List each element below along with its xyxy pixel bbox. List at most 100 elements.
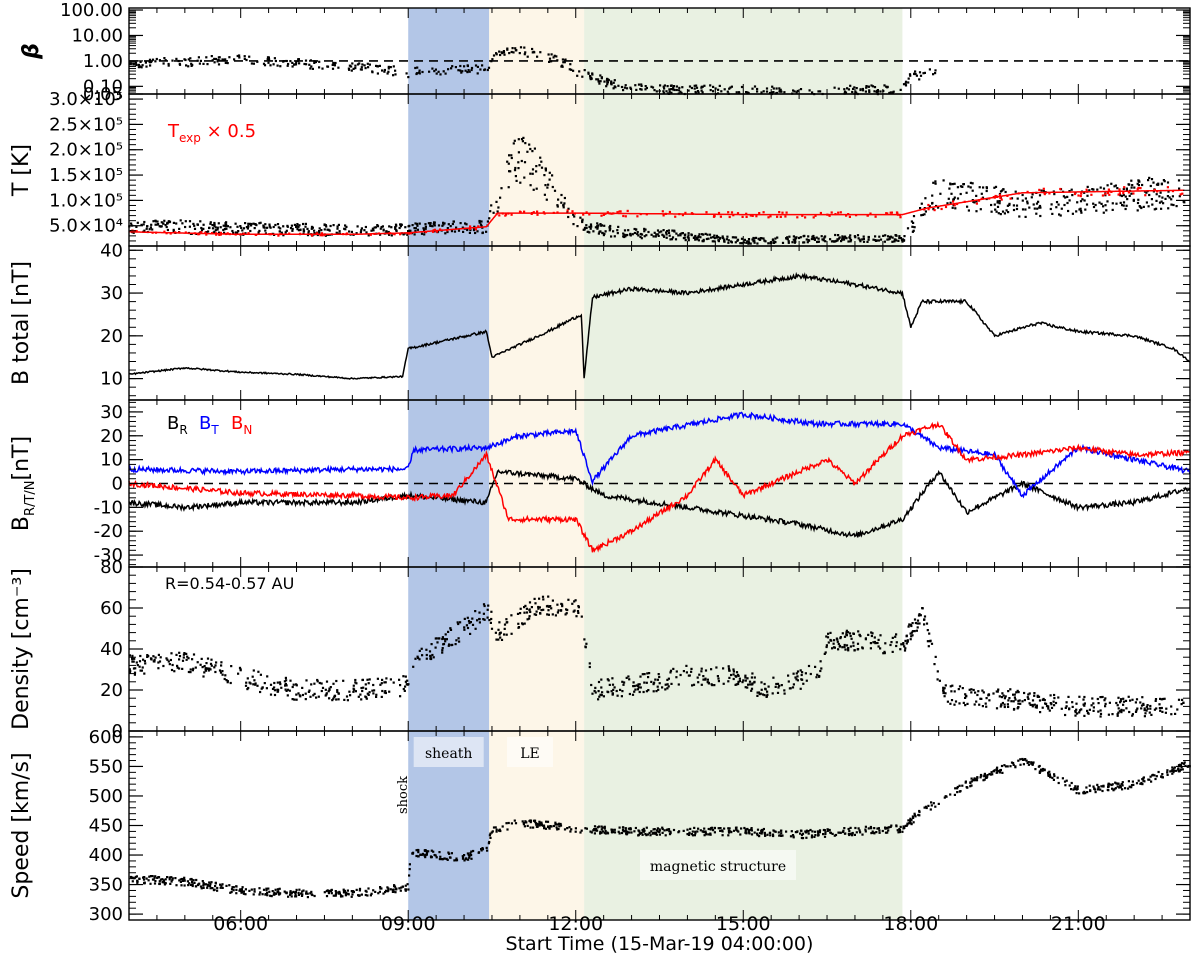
data-point xyxy=(646,833,649,836)
data-point xyxy=(762,827,765,831)
data-point xyxy=(650,85,653,88)
data-point xyxy=(989,773,992,776)
data-point xyxy=(714,87,717,90)
data-point xyxy=(805,836,808,839)
data-point xyxy=(579,831,582,834)
data-point xyxy=(990,203,993,207)
data-point xyxy=(576,225,579,228)
data-point xyxy=(166,228,169,232)
data-point xyxy=(424,223,427,226)
data-point xyxy=(917,614,921,617)
data-point xyxy=(192,879,195,882)
data-point xyxy=(1133,186,1136,189)
data-point xyxy=(1102,205,1105,208)
data-point xyxy=(800,833,804,837)
data-point xyxy=(234,231,237,234)
data-point xyxy=(533,613,536,616)
data-point xyxy=(1104,204,1107,207)
data-point xyxy=(765,695,768,698)
data-point xyxy=(463,626,466,629)
data-point xyxy=(659,84,662,87)
data-point xyxy=(360,66,363,69)
data-point xyxy=(1086,194,1089,197)
data-point xyxy=(846,647,850,651)
data-point xyxy=(1142,205,1145,208)
data-point xyxy=(386,72,389,75)
data-point xyxy=(154,231,158,234)
data-point xyxy=(1167,207,1170,210)
data-point xyxy=(1053,704,1056,707)
data-point xyxy=(218,231,221,234)
data-point xyxy=(897,239,900,242)
data-point xyxy=(441,651,444,654)
data-point xyxy=(654,831,657,834)
data-point xyxy=(169,658,172,662)
data-point xyxy=(1163,697,1166,700)
data-point xyxy=(148,58,152,61)
data-point xyxy=(1128,194,1131,197)
data-point xyxy=(772,91,775,94)
y-axis-label: Density [cm⁻³] xyxy=(9,568,34,730)
data-point xyxy=(1067,695,1070,698)
data-point xyxy=(906,822,909,825)
data-point xyxy=(658,829,661,832)
data-point xyxy=(913,812,916,815)
data-point xyxy=(320,229,323,232)
data-point xyxy=(1070,781,1073,785)
data-point xyxy=(313,894,316,898)
data-point xyxy=(943,687,946,690)
data-point xyxy=(645,86,648,90)
data-point xyxy=(1008,202,1011,205)
data-point xyxy=(1122,709,1125,712)
data-point xyxy=(932,73,935,76)
data-point xyxy=(414,227,417,230)
data-point xyxy=(623,681,626,684)
data-point xyxy=(701,85,704,88)
data-point xyxy=(383,681,386,684)
data-point xyxy=(406,883,409,886)
data-point xyxy=(950,699,954,702)
data-point xyxy=(985,776,988,779)
data-point xyxy=(923,623,926,626)
data-point xyxy=(1043,768,1046,771)
data-point xyxy=(178,63,182,66)
data-point xyxy=(344,891,347,894)
data-point xyxy=(170,652,173,655)
data-point xyxy=(421,70,424,74)
data-point xyxy=(937,206,940,209)
data-point xyxy=(490,610,493,613)
data-point xyxy=(169,232,172,235)
data-point xyxy=(1097,788,1100,791)
data-point xyxy=(222,228,225,232)
data-point xyxy=(1134,710,1138,713)
data-point xyxy=(612,212,615,215)
data-point xyxy=(686,833,689,836)
data-point xyxy=(1038,206,1041,209)
data-point xyxy=(637,683,640,686)
data-point xyxy=(807,238,810,242)
data-point xyxy=(1051,212,1054,215)
data-point xyxy=(629,828,632,831)
data-point xyxy=(888,91,891,95)
data-point xyxy=(216,226,219,229)
data-point xyxy=(444,640,447,643)
data-point xyxy=(257,670,260,673)
data-point xyxy=(684,233,687,236)
data-point xyxy=(463,628,466,631)
data-point xyxy=(1066,201,1069,205)
data-point xyxy=(581,218,584,221)
data-point xyxy=(209,887,212,890)
data-point xyxy=(1085,188,1088,191)
data-point xyxy=(494,826,497,829)
data-point xyxy=(985,187,988,190)
data-point xyxy=(470,66,474,70)
data-point xyxy=(704,830,707,833)
data-point xyxy=(572,213,575,216)
data-point xyxy=(1136,209,1139,212)
data-point xyxy=(144,61,147,64)
data-point xyxy=(203,671,206,674)
data-point xyxy=(953,793,956,796)
data-point xyxy=(753,681,756,684)
data-point xyxy=(1181,698,1184,701)
data-point xyxy=(1166,773,1169,776)
